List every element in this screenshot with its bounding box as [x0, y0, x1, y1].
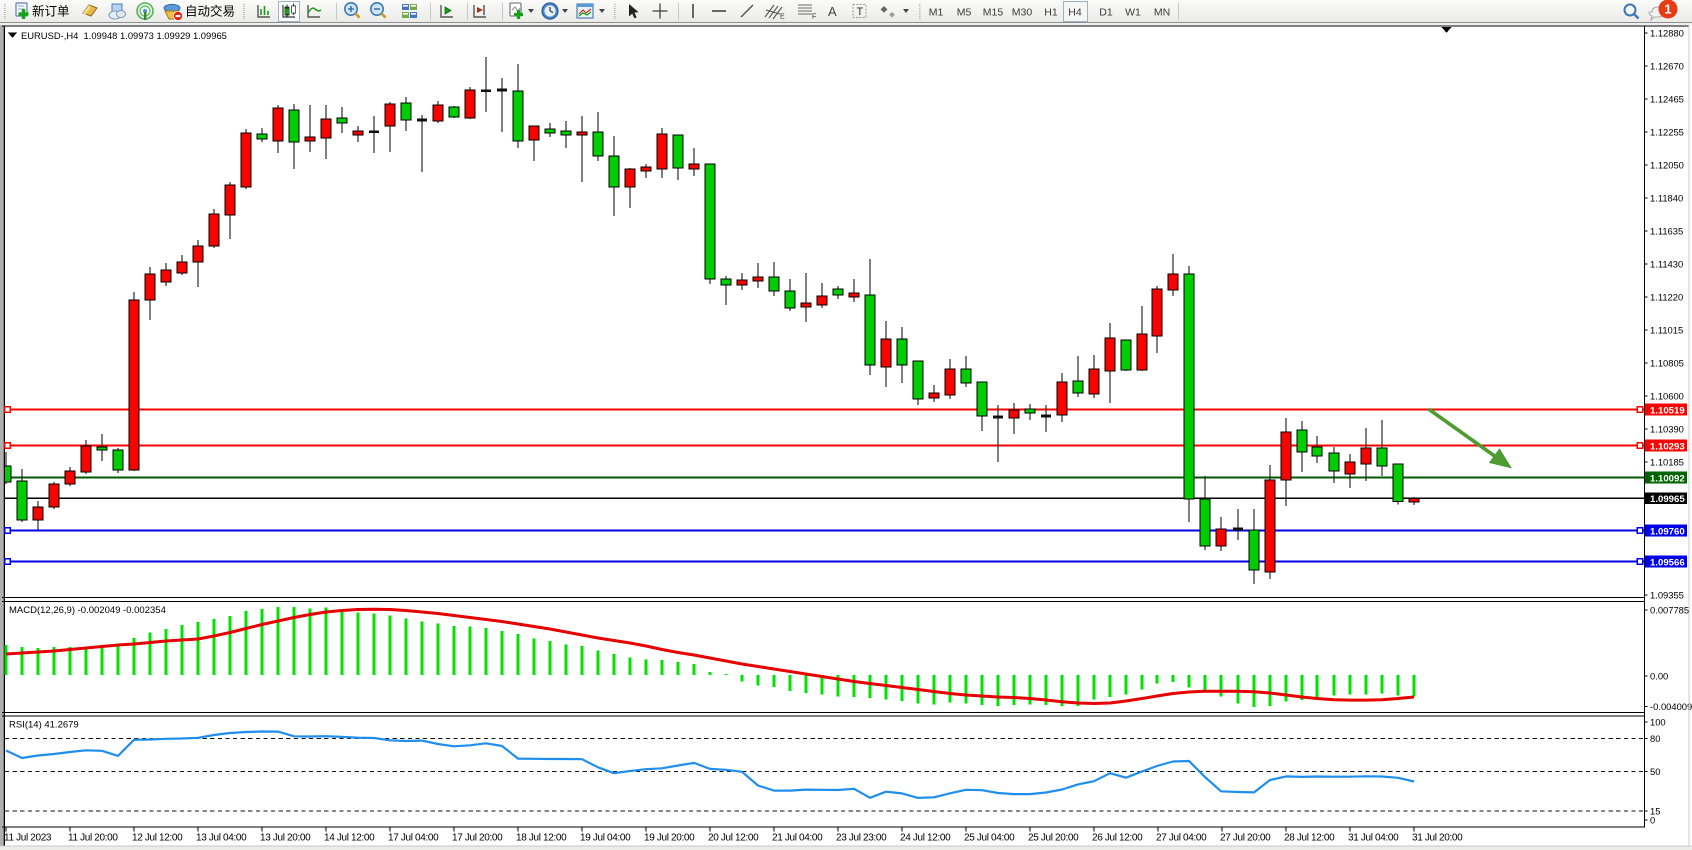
svg-text:1.10390: 1.10390 [1650, 423, 1684, 434]
svg-text:1.12255: 1.12255 [1650, 126, 1684, 137]
svg-text:1.10092: 1.10092 [1650, 473, 1685, 484]
svg-text:1.11220: 1.11220 [1650, 291, 1683, 302]
svg-text:0.00: 0.00 [1650, 670, 1668, 681]
svg-text:1.12465: 1.12465 [1650, 93, 1684, 104]
svg-text:80: 80 [1650, 733, 1660, 744]
svg-text:18 Jul 12:00: 18 Jul 12:00 [516, 832, 567, 843]
svg-text:1.10805: 1.10805 [1650, 357, 1684, 368]
svg-text:MACD(12,26,9) -0.002049 -0.002: MACD(12,26,9) -0.002049 -0.002354 [9, 605, 166, 616]
svg-text:1.09355: 1.09355 [1650, 589, 1684, 600]
svg-text:100: 100 [1650, 716, 1666, 727]
svg-text:23 Jul 23:00: 23 Jul 23:00 [836, 832, 887, 843]
svg-text:28 Jul 12:00: 28 Jul 12:00 [1284, 832, 1335, 843]
svg-text:RSI(14) 41.2679: RSI(14) 41.2679 [9, 720, 79, 731]
svg-text:H1: H1 [1044, 7, 1058, 19]
svg-text:M1: M1 [929, 7, 944, 19]
svg-text:D1: D1 [1099, 7, 1113, 19]
svg-text:M5: M5 [957, 7, 972, 19]
svg-text:新订单: 新订单 [32, 4, 70, 19]
svg-text:24 Jul 12:00: 24 Jul 12:00 [900, 832, 951, 843]
svg-text:1.12050: 1.12050 [1650, 159, 1684, 170]
svg-text:15: 15 [1650, 805, 1660, 816]
svg-text:27 Jul 04:00: 27 Jul 04:00 [1156, 832, 1207, 843]
svg-text:25 Jul 04:00: 25 Jul 04:00 [964, 832, 1015, 843]
svg-text:14 Jul 12:00: 14 Jul 12:00 [324, 832, 375, 843]
svg-text:1.10293: 1.10293 [1650, 441, 1685, 452]
svg-text:1.11635: 1.11635 [1650, 225, 1683, 236]
svg-text:25 Jul 20:00: 25 Jul 20:00 [1028, 832, 1079, 843]
svg-text:20 Jul 12:00: 20 Jul 12:00 [708, 832, 759, 843]
svg-text:1: 1 [1664, 2, 1671, 17]
svg-text:1.09566: 1.09566 [1650, 557, 1685, 568]
svg-text:A: A [828, 4, 837, 19]
svg-text:T: T [857, 6, 864, 18]
svg-text:0.007785: 0.007785 [1650, 604, 1689, 615]
svg-text:26 Jul 12:00: 26 Jul 12:00 [1092, 832, 1143, 843]
svg-text:1.10185: 1.10185 [1650, 456, 1684, 467]
svg-text:13 Jul 04:00: 13 Jul 04:00 [196, 832, 247, 843]
svg-text:1.09760: 1.09760 [1650, 526, 1685, 537]
svg-text:27 Jul 20:00: 27 Jul 20:00 [1220, 832, 1271, 843]
svg-text:17 Jul 04:00: 17 Jul 04:00 [388, 832, 439, 843]
svg-text:11 Jul 20:00: 11 Jul 20:00 [68, 832, 118, 843]
svg-text:50: 50 [1650, 766, 1660, 777]
svg-text:17 Jul 20:00: 17 Jul 20:00 [452, 832, 503, 843]
svg-text:1.12670: 1.12670 [1650, 60, 1684, 71]
svg-text:1.11840: 1.11840 [1650, 192, 1683, 203]
svg-text:11 Jul 2023: 11 Jul 2023 [4, 832, 52, 843]
svg-text:19 Jul 04:00: 19 Jul 04:00 [580, 832, 631, 843]
svg-text:12 Jul 12:00: 12 Jul 12:00 [132, 832, 183, 843]
svg-text:M30: M30 [1012, 7, 1033, 19]
svg-text:F: F [812, 14, 816, 21]
svg-text:1.10519: 1.10519 [1650, 405, 1685, 416]
svg-text:1.10600: 1.10600 [1650, 390, 1684, 401]
svg-text:MN: MN [1154, 7, 1170, 19]
svg-text:31 Jul 20:00: 31 Jul 20:00 [1412, 832, 1463, 843]
svg-text:1.12880: 1.12880 [1650, 27, 1684, 38]
svg-text:21 Jul 04:00: 21 Jul 04:00 [772, 832, 823, 843]
svg-text:W1: W1 [1125, 7, 1141, 19]
svg-text:-0.004009: -0.004009 [1650, 701, 1692, 712]
svg-text:13 Jul 20:00: 13 Jul 20:00 [260, 832, 311, 843]
svg-text:H4: H4 [1068, 7, 1082, 19]
svg-text:自动交易: 自动交易 [185, 4, 235, 19]
svg-text:19 Jul 20:00: 19 Jul 20:00 [644, 832, 695, 843]
svg-text:31 Jul 04:00: 31 Jul 04:00 [1348, 832, 1399, 843]
svg-text:1.11430: 1.11430 [1650, 258, 1683, 269]
svg-text:E: E [780, 14, 785, 21]
svg-text:0: 0 [1650, 814, 1655, 825]
svg-text:1.11015: 1.11015 [1650, 324, 1683, 335]
svg-text:M15: M15 [983, 7, 1004, 19]
svg-text:1.09965: 1.09965 [1650, 494, 1685, 505]
svg-text:EURUSD-,H4 1.09948 1.09973 1.: EURUSD-,H4 1.09948 1.09973 1.09929 1.099… [21, 30, 227, 41]
